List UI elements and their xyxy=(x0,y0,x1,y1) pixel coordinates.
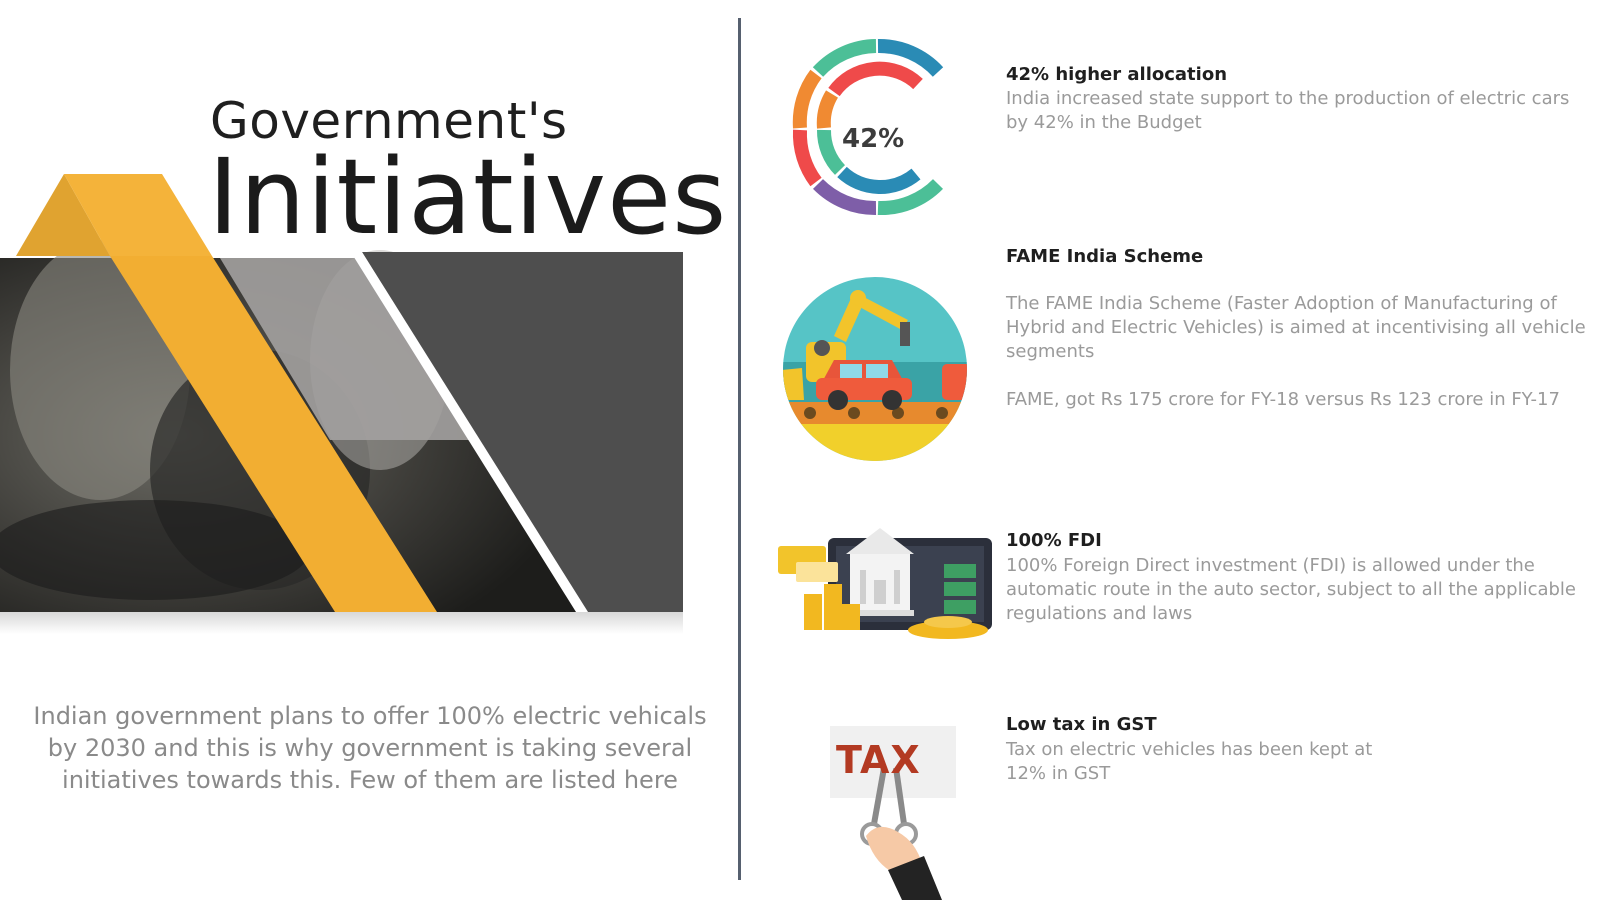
tax-icon-label: TAX xyxy=(836,738,921,782)
item-title-fame: FAME India Scheme xyxy=(1006,246,1204,267)
bank-money-coins-icon xyxy=(778,528,992,639)
tax-scissors-hand-icon xyxy=(830,726,956,900)
donut-chart-label: 42% xyxy=(842,124,905,154)
item-text-gst: Tax on electric vehicles has been kept a… xyxy=(1006,739,1373,784)
item-text-fame-funding: FAME, got Rs 175 crore for FY-18 versus … xyxy=(1006,389,1560,410)
donut-chart-icon xyxy=(792,38,944,216)
intro-text: Indian government plans to offer 100% el… xyxy=(33,702,707,794)
item-title-fdi: 100% FDI xyxy=(1006,530,1102,551)
item-text-fame: The FAME India Scheme (Faster Adoption o… xyxy=(1006,293,1586,362)
item-text-fdi: 100% Foreign Direct investment (FDI) is … xyxy=(1006,555,1576,624)
page-title: Initiatives xyxy=(208,136,728,258)
item-text-allocation: India increased state support to the pro… xyxy=(1006,88,1570,133)
page-subtitle: Government's xyxy=(210,92,568,150)
item-title-gst: Low tax in GST xyxy=(1006,714,1157,735)
item-title-allocation: 42% higher allocation xyxy=(1006,64,1228,85)
hero-graphic xyxy=(0,174,683,634)
vertical-divider xyxy=(738,18,741,880)
car-factory-robot-icon xyxy=(783,277,967,461)
